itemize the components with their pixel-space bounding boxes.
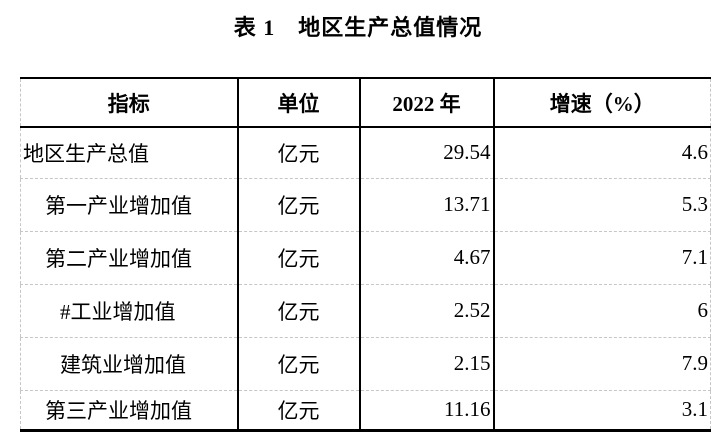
col-header-growth: 增速（%） (549, 91, 655, 116)
table-header-row: 指标 单位 2022 年 增速（%） (20, 78, 711, 127)
growth-cell: 5.3 (681, 192, 708, 216)
table-row: 第一产业增加值 亿元 13.71 5.3 (20, 178, 711, 231)
table-row: 地区生产总值 亿元 29.54 4.6 (20, 127, 711, 178)
table-row: 第二产业增加值 亿元 4.67 7.1 (20, 231, 711, 284)
unit-cell: 亿元 (237, 127, 361, 178)
unit-cell: 亿元 (237, 284, 361, 337)
table-row: 第三产业增加值 亿元 11.16 3.1 (20, 390, 711, 430)
indicator-cell: 第二产业增加值 (20, 231, 239, 284)
indicator-cell: 地区生产总值 (20, 127, 239, 178)
indicator-cell: 第一产业增加值 (20, 178, 239, 231)
gdp-table: 指标 单位 2022 年 增速（%） 地区生产总值 亿元 29.54 4.6 第… (20, 77, 711, 432)
col-header-unit: 单位 (237, 78, 361, 127)
unit-cell: 亿元 (237, 390, 361, 430)
value-2022-cell: 4.67 (359, 231, 495, 284)
value-2022-cell: 2.15 (359, 337, 495, 390)
unit-cell: 亿元 (237, 337, 361, 390)
growth-cell: 7.9 (681, 351, 708, 375)
table-body: 地区生产总值 亿元 29.54 4.6 第一产业增加值 亿元 13.71 5.3… (20, 127, 711, 430)
growth-cell: 4.6 (681, 140, 708, 165)
growth-cell: 3.1 (681, 397, 708, 421)
table-row: #工业增加值 亿元 2.52 6 (20, 284, 711, 337)
growth-cell: 6 (697, 298, 709, 322)
unit-cell: 亿元 (237, 231, 361, 284)
value-2022-cell: 11.16 (359, 390, 495, 430)
growth-cell: 7.1 (681, 245, 708, 269)
indicator-cell: #工业增加值 (20, 284, 239, 337)
col-header-indicator: 指标 (20, 78, 239, 127)
indicator-cell: 建筑业增加值 (20, 337, 239, 390)
col-header-2022: 2022 年 (359, 78, 495, 127)
value-2022-cell: 29.54 (359, 127, 495, 178)
table-row: 建筑业增加值 亿元 2.15 7.9 (20, 337, 711, 390)
document-page: 表 1 地区生产总值情况 指标 单位 2022 年 增速（%） 地区生产总值 亿… (0, 12, 716, 437)
value-2022-cell: 13.71 (359, 178, 495, 231)
value-2022-cell: 2.52 (359, 284, 495, 337)
indicator-cell: 第三产业增加值 (20, 390, 239, 430)
table-title: 表 1 地区生产总值情况 (233, 15, 483, 40)
unit-cell: 亿元 (237, 178, 361, 231)
